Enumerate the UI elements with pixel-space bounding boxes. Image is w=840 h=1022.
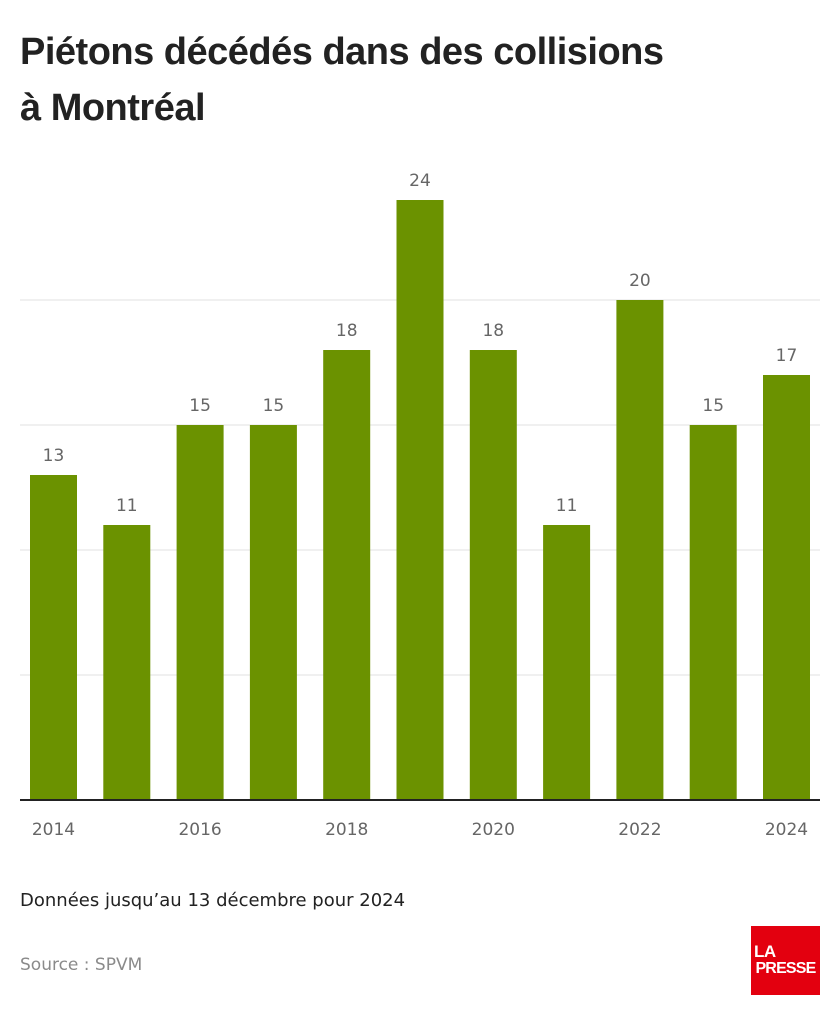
- value-label-2017: 15: [263, 396, 285, 416]
- x-tick-label-2022: 2022: [618, 820, 661, 840]
- value-label-2022: 20: [629, 271, 651, 291]
- value-label-2020: 18: [482, 321, 504, 341]
- value-label-2018: 18: [336, 321, 358, 341]
- logo-line-1: LA: [754, 942, 776, 961]
- bar-2019: [396, 200, 444, 800]
- logo-line-2: PRESSE: [755, 960, 816, 977]
- source-text: Source : SPVM: [20, 955, 143, 975]
- value-label-2016: 15: [189, 396, 211, 416]
- bar-2024: [763, 375, 810, 800]
- value-label-2023: 15: [702, 396, 724, 416]
- title-line-2: à Montréal: [20, 87, 206, 129]
- value-label-2021: 11: [556, 496, 578, 516]
- value-label-2019: 24: [409, 171, 431, 191]
- x-tick-label-2020: 2020: [472, 820, 515, 840]
- chart-title: Piétons décédés dans des collisions à Mo…: [20, 24, 820, 136]
- bar-2015: [103, 525, 151, 800]
- bar-2021: [543, 525, 591, 800]
- x-tick-label-2024: 2024: [765, 820, 808, 840]
- bar-2020: [469, 350, 517, 800]
- bar-chart: 13 11 15 15 18 24 18 11 20 15 17 2014 2016 2018 2020 20…: [20, 171, 820, 840]
- bar-2014: [30, 475, 77, 800]
- value-label-2015: 11: [116, 496, 138, 516]
- x-tick-label-2016: 2016: [178, 820, 221, 840]
- bar-2016: [176, 425, 224, 800]
- data-note: Données jusqu’au 13 décembre pour 2024: [20, 890, 406, 911]
- bar-2018: [323, 350, 371, 800]
- x-tick-label-2018: 2018: [325, 820, 368, 840]
- bar-2022: [616, 300, 664, 800]
- bar-2023: [689, 425, 737, 800]
- la-presse-logo: LA PRESSE: [751, 926, 820, 995]
- title-line-1: Piétons décédés dans des collisions: [20, 31, 664, 73]
- value-label-2024: 17: [776, 346, 798, 366]
- value-label-2014: 13: [43, 446, 65, 466]
- bar-2017: [249, 425, 297, 800]
- x-tick-label-2014: 2014: [32, 820, 75, 840]
